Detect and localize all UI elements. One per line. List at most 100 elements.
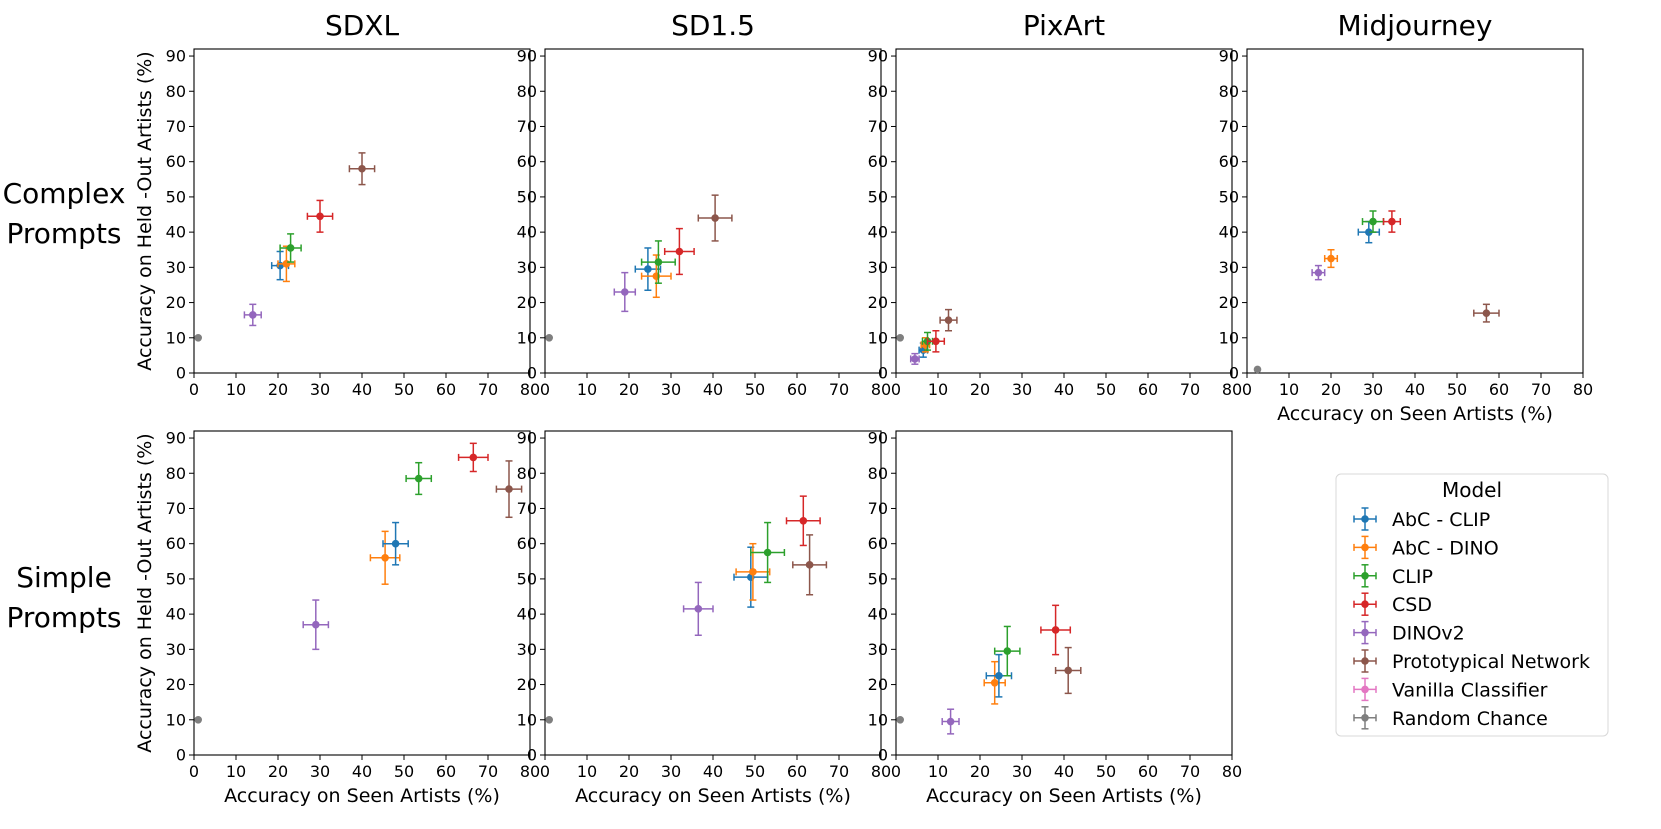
legend-marker: [1361, 600, 1369, 608]
x-tick-label: 10: [577, 762, 597, 781]
y-tick-label: 50: [517, 569, 537, 588]
y-tick-label: 10: [166, 328, 186, 347]
x-tick-label: 60: [436, 762, 456, 781]
y-tick-label: 40: [868, 223, 888, 242]
y-tick-label: 70: [868, 499, 888, 518]
data-marker: [545, 715, 553, 724]
y-tick-label: 10: [517, 328, 537, 347]
legend-marker: [1361, 543, 1369, 552]
data-point-clip: [405, 461, 433, 496]
x-tick-label: 50: [1447, 380, 1467, 399]
data-point-dinov2: [682, 581, 714, 637]
data-point-prototypical-network: [1054, 646, 1082, 695]
x-tick-label: 10: [928, 762, 948, 781]
legend-entry-prototypical-network: Prototypical Network: [1353, 649, 1590, 673]
y-tick-label: 50: [868, 187, 888, 206]
data-point-prototypical-network: [697, 194, 733, 242]
legend-label: CLIP: [1392, 566, 1433, 588]
y-tick-label: 30: [1219, 258, 1239, 277]
legend-marker: [1361, 515, 1369, 523]
y-tick-label: 60: [166, 534, 186, 553]
x-tick-label: 20: [970, 380, 990, 399]
y-axis-label: Accuracy on Held -Out Artists (%): [134, 433, 156, 752]
data-marker: [711, 214, 719, 222]
y-tick-label: 80: [1219, 82, 1239, 101]
y-tick-label: 0: [527, 364, 537, 383]
x-tick-label: 60: [1138, 762, 1158, 781]
x-tick-label: 10: [226, 762, 246, 781]
y-tick-label: 20: [517, 293, 537, 312]
y-tick-label: 40: [517, 223, 537, 242]
x-tick-label: 30: [1012, 762, 1032, 781]
data-point-dinov2: [909, 352, 920, 365]
y-tick-label: 50: [166, 187, 186, 206]
data-point-csd: [457, 442, 489, 473]
data-marker: [1388, 217, 1396, 226]
x-tick-label: 0: [540, 762, 550, 781]
y-tick-label: 20: [868, 293, 888, 312]
y-tick-label: 10: [1219, 328, 1239, 347]
y-tick-label: 0: [527, 746, 537, 765]
data-point-dinov2: [613, 271, 637, 313]
data-point-dinov2: [302, 599, 330, 651]
legend-entry-vanilla-classifier: Vanilla Classifier: [1353, 677, 1548, 701]
data-marker: [391, 539, 400, 548]
data-point-dinov2: [941, 708, 960, 735]
plot-frame: [544, 48, 882, 374]
data-point-csd: [1382, 210, 1402, 233]
y-tick-label: 50: [166, 569, 186, 588]
x-tick-label: 50: [1096, 380, 1116, 399]
chart-panel-6: 0 10 20 30 40 50 60 70 800102030405060708090Accu…: [517, 429, 892, 807]
y-tick-label: 90: [166, 47, 186, 66]
x-tick-label: 0: [189, 762, 199, 781]
y-tick-label: 50: [868, 569, 888, 588]
legend-marker: [1361, 714, 1369, 722]
y-axis-label: Accuracy on Held -Out Artists (%): [134, 51, 156, 370]
data-marker: [545, 333, 553, 342]
data-point-abc-dino: [983, 660, 1006, 705]
legend-label: Vanilla Classifier: [1392, 679, 1548, 701]
chart-panel-3: 0 10 20 30 40 50 60 70 800102030405060708090PixA…: [868, 9, 1243, 399]
y-tick-label: 40: [517, 605, 537, 624]
y-tick-label: 90: [868, 429, 888, 448]
legend-entry-clip: CLIP: [1353, 564, 1433, 588]
plot-frame: [544, 430, 882, 756]
y-tick-label: 70: [868, 117, 888, 136]
data-marker: [1051, 626, 1060, 634]
y-tick-label: 60: [517, 534, 537, 553]
data-marker: [194, 715, 202, 724]
x-tick-label: 80: [1222, 380, 1242, 399]
data-point-csd: [785, 495, 821, 547]
data-point-random-chance: [194, 333, 202, 342]
data-point-abc-clip: [382, 521, 409, 566]
x-tick-label: 30: [310, 380, 330, 399]
data-point-csd: [1040, 604, 1072, 656]
x-tick-label: 20: [1321, 380, 1341, 399]
x-tick-label: 30: [1363, 380, 1383, 399]
data-point-prototypical-network: [495, 460, 523, 519]
x-tick-label: 40: [1054, 762, 1074, 781]
x-tick-label: 60: [787, 762, 807, 781]
row-label: Complex: [3, 177, 126, 210]
y-tick-label: 70: [166, 117, 186, 136]
x-tick-label: 70: [478, 380, 498, 399]
legend-label: CSD: [1392, 594, 1432, 616]
data-marker: [644, 265, 652, 273]
x-tick-label: 40: [352, 380, 372, 399]
legend-entry-dinov2: DINOv2: [1353, 620, 1465, 645]
plot-frame: [895, 430, 1233, 756]
y-tick-label: 90: [166, 429, 186, 448]
legend-box: [1335, 473, 1609, 737]
y-tick-label: 50: [1219, 187, 1239, 206]
data-marker: [312, 620, 320, 629]
data-marker: [675, 247, 684, 256]
x-tick-label: 80: [871, 762, 891, 781]
y-tick-label: 60: [517, 152, 537, 171]
y-tick-label: 80: [166, 464, 186, 483]
data-marker: [381, 553, 389, 562]
data-marker: [1482, 309, 1491, 317]
chart-panel-7: 0 10 20 30 40 50 60 70 800102030405060708090Accu…: [868, 429, 1243, 807]
x-tick-label: 80: [1573, 380, 1593, 399]
data-point-clip: [993, 625, 1021, 677]
